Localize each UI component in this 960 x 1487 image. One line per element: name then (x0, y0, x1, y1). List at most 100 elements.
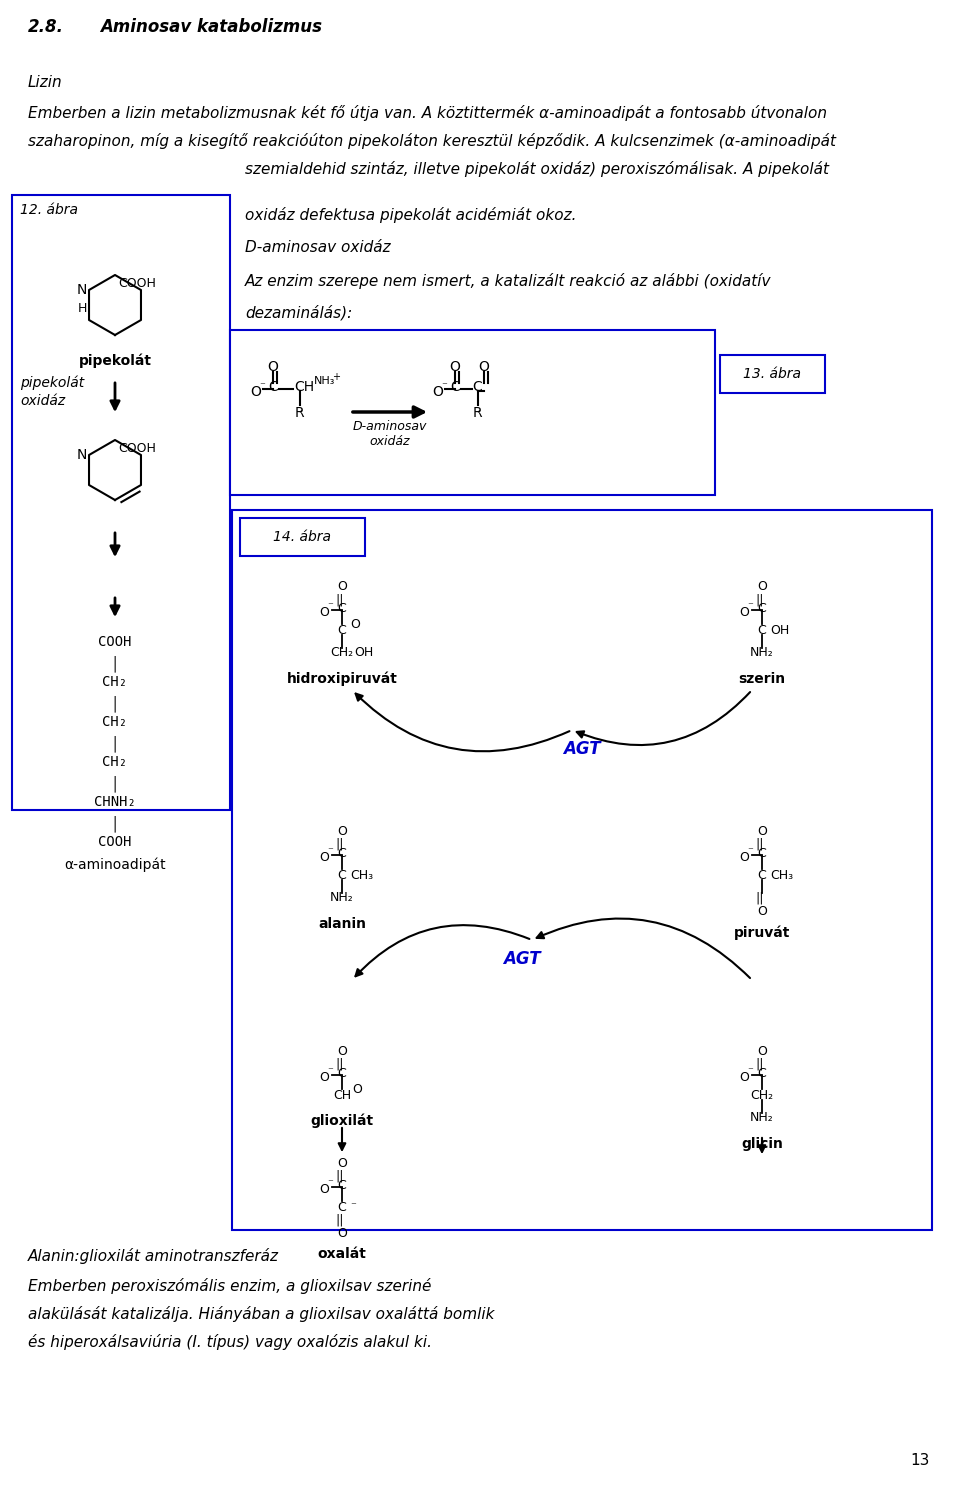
Text: O: O (757, 580, 767, 593)
Text: C: C (757, 848, 766, 859)
Text: Alanin:glioxilát aminotranszferáz: Alanin:glioxilát aminotranszferáz (28, 1248, 279, 1264)
Text: CH: CH (333, 1088, 351, 1102)
Text: C: C (338, 848, 347, 859)
Text: C: C (338, 1201, 347, 1213)
Text: O: O (739, 607, 749, 619)
Text: CH₂: CH₂ (103, 675, 128, 688)
Text: ||: || (756, 891, 764, 904)
Text: ⁻: ⁻ (327, 1178, 333, 1188)
Text: Az enzim szerepe nem ismert, a katalizált reakció az alábbi (oxidatív: Az enzim szerepe nem ismert, a katalizál… (245, 274, 772, 288)
Text: C: C (450, 381, 460, 394)
Text: D-aminosav
oxidáz: D-aminosav oxidáz (353, 419, 427, 448)
Text: AGT: AGT (503, 950, 540, 968)
Text: pipekolát: pipekolát (79, 352, 152, 367)
Text: R: R (295, 406, 304, 419)
Text: O: O (352, 1083, 362, 1096)
Text: pipekolát
oxidáz: pipekolát oxidáz (20, 376, 84, 409)
Bar (240, 517, 365, 556)
Text: O: O (251, 385, 261, 399)
Text: ⁻: ⁻ (441, 381, 447, 391)
Text: N: N (77, 283, 87, 297)
Text: ⁻: ⁻ (747, 846, 753, 857)
Bar (232, 510, 932, 1230)
Text: C: C (757, 625, 766, 636)
Bar (12, 195, 230, 810)
Text: CH₂: CH₂ (751, 1088, 774, 1102)
Text: ⁻: ⁻ (350, 1201, 356, 1210)
Text: glioxilát: glioxilát (310, 1112, 373, 1127)
Text: CH₃: CH₃ (770, 868, 793, 882)
Text: szerin: szerin (738, 672, 785, 686)
Text: O: O (319, 1071, 329, 1084)
Bar (230, 330, 715, 495)
Text: COOH: COOH (118, 277, 156, 290)
Text: ||: || (756, 839, 764, 851)
Text: C: C (338, 1068, 347, 1080)
Text: ||: || (336, 1170, 345, 1184)
Text: hidroxipiruvát: hidroxipiruvát (287, 672, 397, 687)
Text: ⁻: ⁻ (747, 601, 753, 611)
Text: O: O (433, 385, 444, 399)
Text: C: C (472, 381, 482, 394)
Text: ⁻: ⁻ (259, 381, 265, 391)
Text: OH: OH (770, 625, 789, 636)
Text: │: │ (110, 654, 119, 672)
Text: O: O (337, 825, 347, 839)
Text: Lizin: Lizin (28, 74, 62, 91)
Text: O: O (739, 851, 749, 864)
Text: AGT: AGT (564, 741, 601, 758)
Text: NH₂: NH₂ (330, 891, 354, 904)
Text: glicin: glicin (741, 1138, 783, 1151)
Text: oxalát: oxalát (318, 1248, 367, 1261)
Text: oxidáz defektusa pipekolát acidémiát okoz.: oxidáz defektusa pipekolát acidémiát oko… (245, 207, 577, 223)
Text: ||: || (336, 1057, 345, 1071)
Text: │: │ (110, 815, 119, 831)
Text: 14. ábra: 14. ábra (273, 529, 331, 544)
Text: COOH: COOH (98, 635, 132, 648)
Text: O: O (757, 906, 767, 917)
Text: Aminosav katabolizmus: Aminosav katabolizmus (100, 18, 322, 36)
Text: O: O (350, 619, 360, 630)
Text: C: C (338, 625, 347, 636)
Text: CH₂: CH₂ (103, 755, 128, 769)
Text: O: O (319, 1184, 329, 1196)
Text: NH₂: NH₂ (750, 645, 774, 659)
Text: CH₃: CH₃ (350, 868, 373, 882)
Text: COOH: COOH (118, 442, 156, 455)
Text: és hiperoxálsaviúria (I. típus) vagy oxalózis alakul ki.: és hiperoxálsaviúria (I. típus) vagy oxa… (28, 1334, 432, 1350)
Text: │: │ (110, 775, 119, 791)
Text: O: O (449, 360, 461, 375)
Text: 13: 13 (911, 1453, 930, 1468)
Text: O: O (268, 360, 278, 375)
Text: C: C (757, 602, 766, 616)
Text: │: │ (110, 694, 119, 712)
Text: NH₂: NH₂ (750, 1111, 774, 1124)
Text: ||: || (336, 1213, 345, 1227)
Text: O: O (337, 580, 347, 593)
Text: N: N (77, 448, 87, 462)
Text: C: C (757, 868, 766, 882)
Text: R: R (473, 406, 483, 419)
Text: COOH: COOH (98, 836, 132, 849)
Text: ||: || (756, 1057, 764, 1071)
Text: C: C (338, 868, 347, 882)
Text: O: O (337, 1157, 347, 1170)
Text: dezaminálás):: dezaminálás): (245, 305, 352, 321)
Text: 13. ábra: 13. ábra (743, 367, 801, 381)
Text: ||: || (336, 839, 345, 851)
Text: ⁻: ⁻ (747, 1066, 753, 1077)
Text: C: C (338, 1179, 347, 1193)
Text: O: O (337, 1045, 347, 1057)
Text: ||: || (756, 593, 764, 607)
Text: piruvát: piruvát (733, 925, 790, 940)
Text: C: C (757, 1068, 766, 1080)
Text: ||: || (336, 593, 345, 607)
Text: OH: OH (354, 645, 373, 659)
Text: CH₂: CH₂ (330, 645, 353, 659)
Text: ⁻: ⁻ (327, 846, 333, 857)
Text: szemialdehid szintáz, illetve pipekolát oxidáz) peroxiszómálisak. A pipekolát: szemialdehid szintáz, illetve pipekolát … (245, 161, 829, 177)
Text: C: C (268, 381, 277, 394)
Text: 2.8.: 2.8. (28, 18, 64, 36)
Text: Emberben a lizin metabolizmusnak két fő útja van. A köztittermék α-aminoadipát a: Emberben a lizin metabolizmusnak két fő … (28, 106, 827, 120)
Text: O: O (757, 1045, 767, 1057)
